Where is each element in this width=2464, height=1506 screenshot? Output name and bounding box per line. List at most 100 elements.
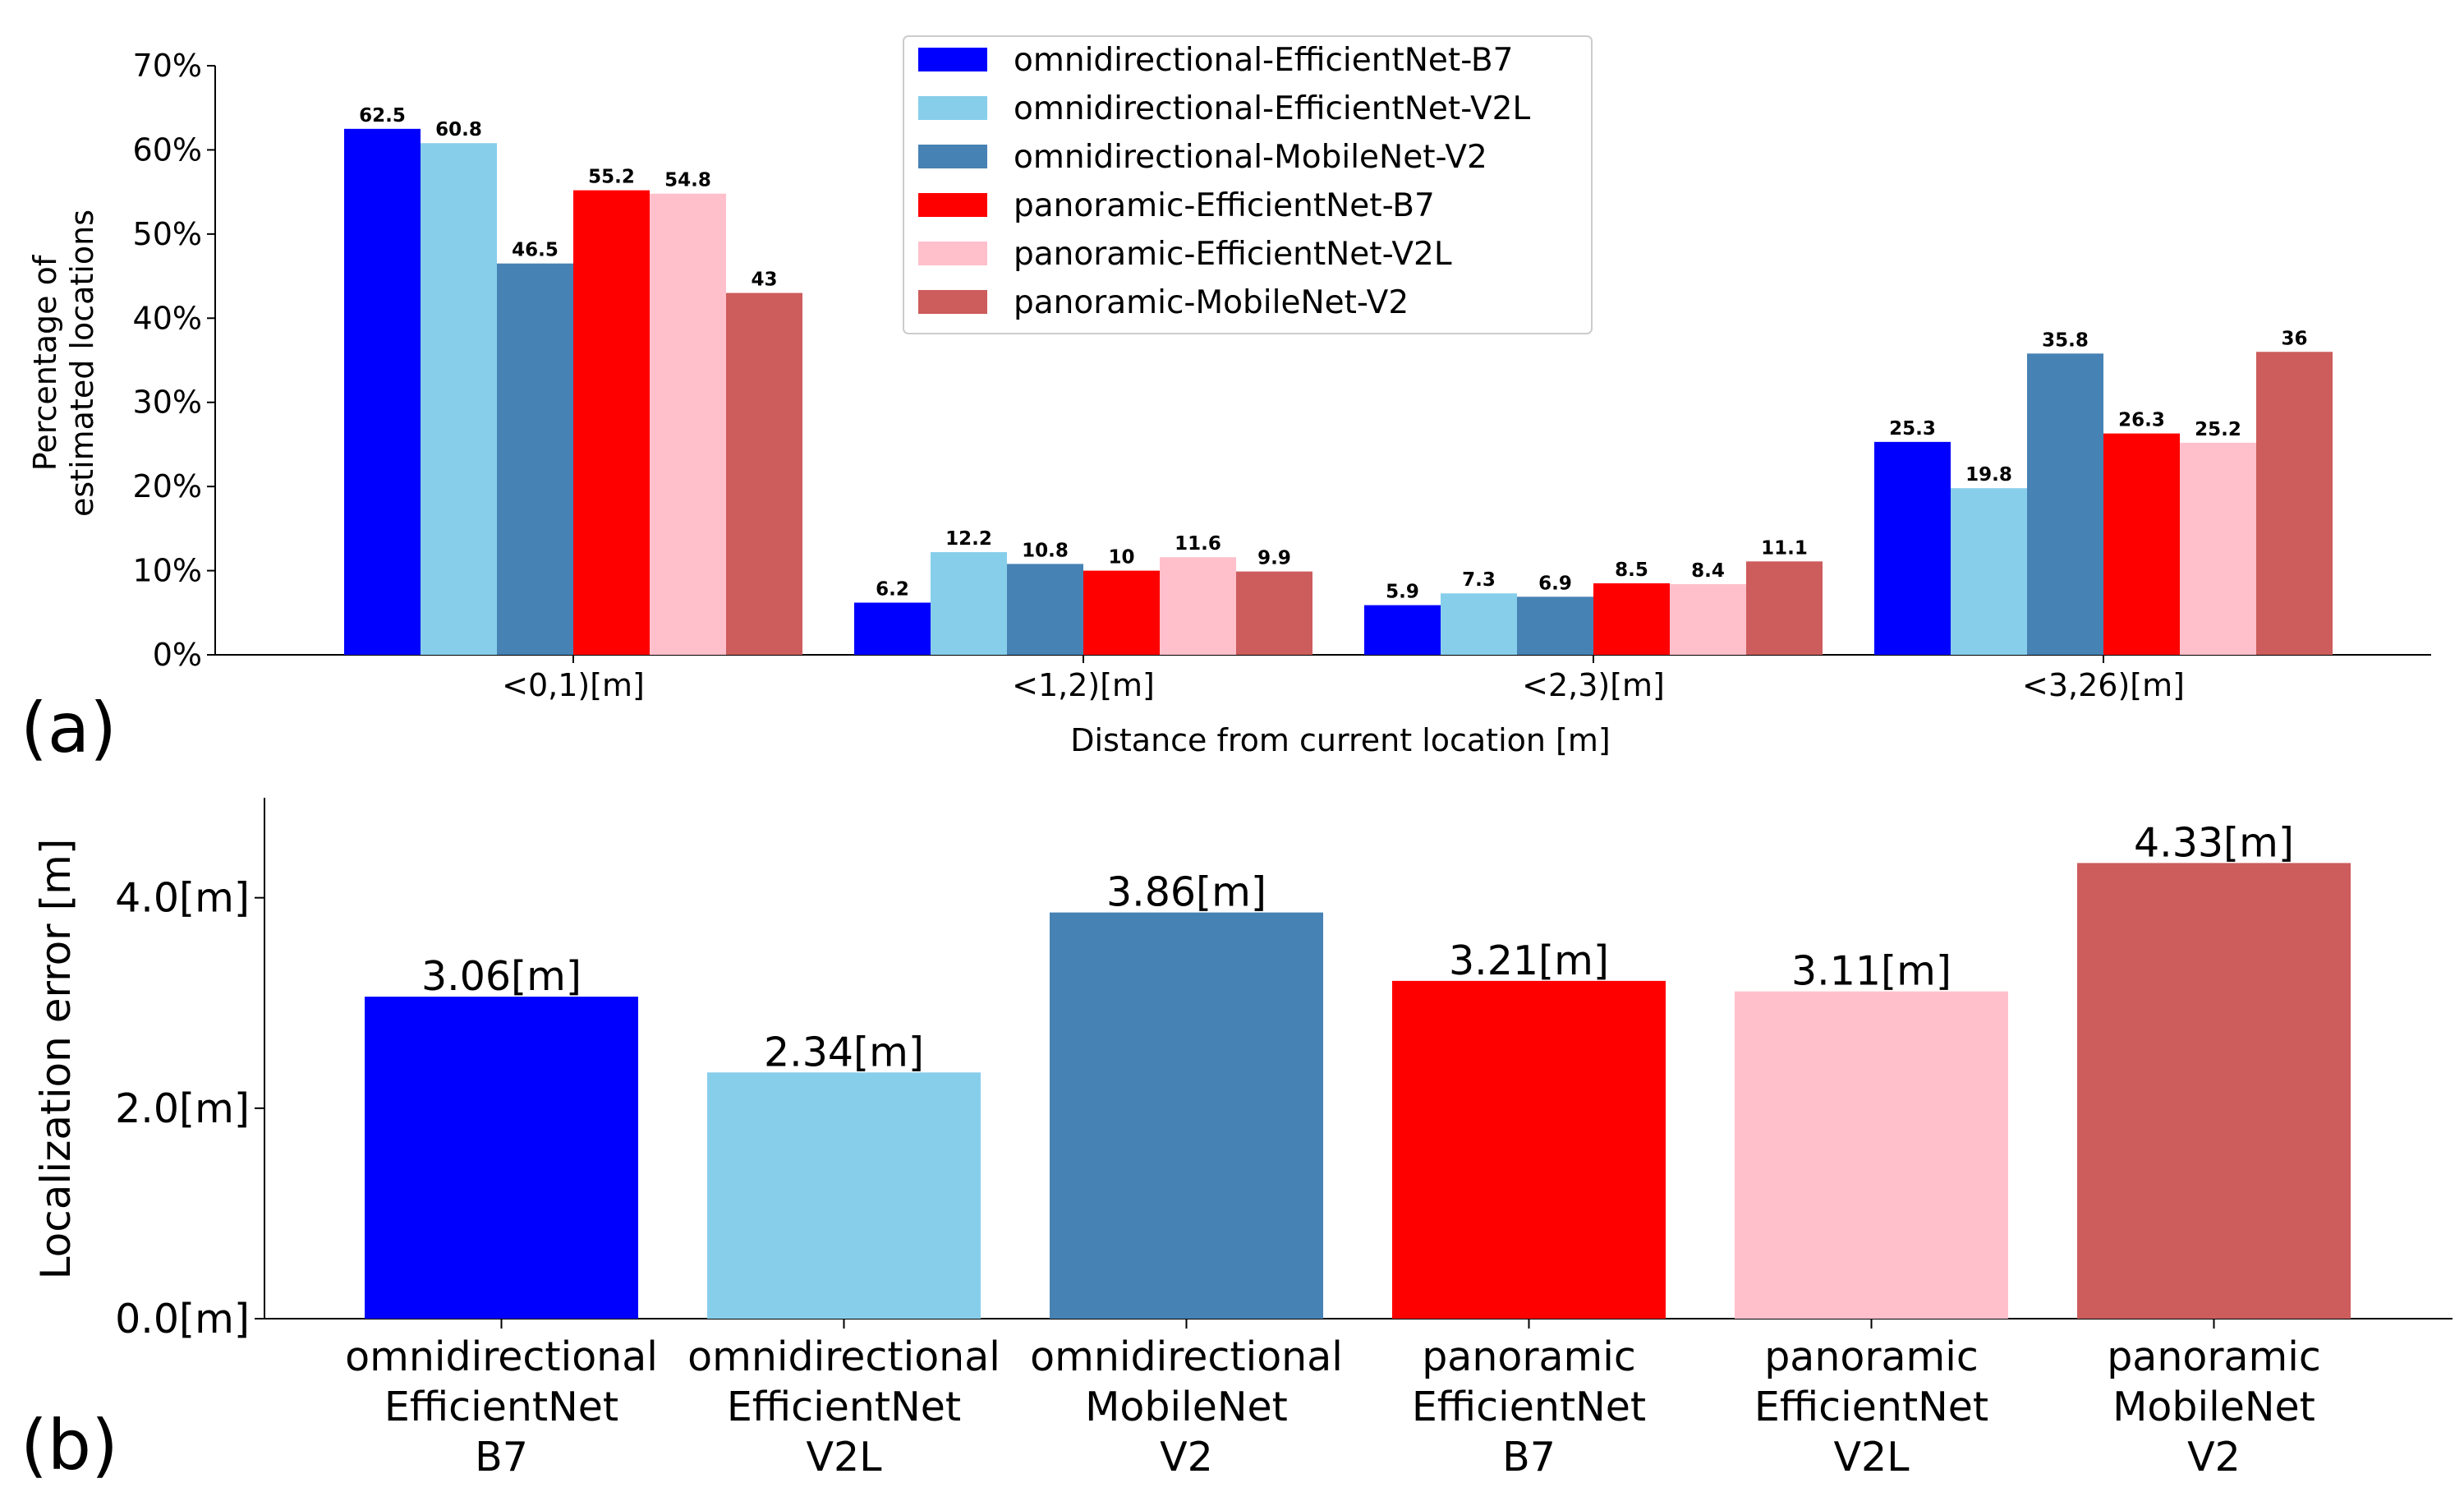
legend-swatch [918, 193, 987, 217]
panel-b-x-tick-label: panoramic [1422, 1333, 1636, 1380]
panel-b-x-tick-label: EfficientNet [1412, 1384, 1646, 1430]
panel-a-bar-value-label: 10.8 [1022, 540, 1069, 561]
panel-a-bar [573, 190, 650, 655]
panel-a-bar-value-label: 6.9 [1538, 573, 1572, 594]
panel-a-bar-value-label: 46.5 [512, 240, 559, 261]
panel-b-x-tick-label: omnidirectional [1030, 1333, 1343, 1380]
panel-a-y-ticks: 0% 10% 20% 30% 40% 50% 60% 70% [133, 48, 215, 673]
panel-b-x-tick-label: omnidirectional [345, 1333, 658, 1380]
panel-b-x-tick-label: V2L [807, 1434, 883, 1481]
panel-a-bar-value-label: 12.2 [945, 528, 992, 550]
panel-a-data-labels: 62.5 60.8 46.5 55.2 54.8 43 6.2 12.2 10.8 10 11.6 9… [359, 105, 2307, 603]
panel-b-x-tick-label: V2L [1834, 1434, 1910, 1481]
panel-b-bar-value-label: 3.21[m] [1449, 937, 1609, 984]
panel-a-bar-value-label: 25.2 [2195, 419, 2241, 440]
panel-a-bar-value-label: 55.2 [588, 167, 635, 188]
panel-b-y-tick-label: 4.0[m] [115, 875, 250, 922]
panel-b-x-tick-label: V2 [1160, 1434, 1213, 1481]
legend-box [903, 35, 1593, 334]
panel-a-bar [1441, 593, 1517, 655]
panel-a-bar-value-label: 26.3 [2118, 410, 2165, 431]
panel-b-x-tick-label: B7 [475, 1434, 528, 1481]
panel-a-bars [344, 128, 2333, 656]
panel-a-bar [497, 263, 573, 655]
panel-a-bar-value-label: 9.9 [1257, 548, 1291, 569]
panel-b-x-tick-label: EfficientNet [727, 1384, 961, 1430]
panel-b-y-ticks: 0.0[m] 2.0[m] 4.0[m] [115, 875, 264, 1343]
legend-swatch [918, 145, 987, 168]
panel-a-bar [1160, 557, 1236, 655]
panel-a-y-tick-label: 30% [133, 385, 202, 421]
panel-a-bar [2027, 353, 2103, 655]
panel-a-bar [726, 292, 802, 655]
panel-a-bar-value-label: 11.1 [1761, 537, 1808, 559]
panel-a-y-tick-label: 20% [133, 468, 202, 504]
panel-a-bar [344, 128, 421, 656]
panel-a-legend: omnidirectional-EfficientNet-B7 omnidirec… [903, 35, 1593, 334]
panel-a-bar-value-label: 35.8 [2042, 329, 2089, 351]
panel-a-bar-value-label: 8.5 [1615, 560, 1648, 581]
panel-b-bars [365, 863, 2351, 1319]
legend-entry-label: omnidirectional-EfficientNet-B7 [1014, 42, 1513, 79]
panel-a-x-tick-label: <1,2)[m] [1012, 667, 1155, 703]
panel-b-bar [707, 1072, 981, 1319]
panel-b-x-tick-label: MobileNet [2112, 1384, 2315, 1430]
panel-a-y-tick-label: 40% [133, 300, 202, 336]
legend-swatch [918, 242, 987, 265]
panel-b-bar-value-label: 4.33[m] [2134, 819, 2294, 866]
panel-a-label: (a) [21, 688, 117, 768]
panel-b-y-tick-label: 0.0[m] [115, 1296, 250, 1343]
panel-b-bar-value-label: 3.86[m] [1106, 869, 1266, 916]
panel-a-bar-value-label: 11.6 [1175, 533, 1221, 555]
panel-b-bar [1392, 980, 1666, 1319]
panel-b-bar-value-label: 3.06[m] [421, 953, 582, 1000]
panel-a-y-axis-title-line2: estimated locations [64, 210, 100, 517]
panel-a-bar [2103, 433, 2180, 655]
panel-a-bar [931, 552, 1007, 655]
panel-a-bar [650, 193, 726, 656]
panel-a-x-ticks: <0,1)[m] <1,2)[m] <2,3)[m] <3,26)[m] [502, 655, 2185, 703]
panel-a-bar-value-label: 54.8 [664, 170, 711, 191]
panel-a-bar-value-label: 10 [1108, 547, 1134, 569]
panel-a-y-tick-label: 70% [133, 48, 202, 84]
panel-b-bar [1735, 991, 2008, 1319]
panel-a-bar-value-label: 19.8 [1965, 464, 2012, 486]
panel-a-x-tick-label: <0,1)[m] [502, 667, 645, 703]
panel-b-bar-value-label: 3.11[m] [1791, 948, 1951, 995]
panel-a-bar [1007, 564, 1083, 655]
panel-b-bar-value-label: 2.34[m] [764, 1029, 924, 1075]
panel-b-x-tick-label: V2 [2187, 1434, 2241, 1481]
panel-b-data-labels: 3.06[m] 2.34[m] 3.86[m] 3.21[m] 3.11[m] 4.33[… [421, 819, 2294, 1075]
panel-b-x-tick-label: panoramic [1764, 1333, 1979, 1380]
panel-a-bar-value-label: 43 [751, 269, 777, 291]
panel-a-bar [1874, 441, 1951, 655]
panel-a-x-tick-label: <3,26)[m] [2022, 667, 2185, 703]
panel-b-bar [1050, 912, 1323, 1319]
legend-entry-label: panoramic-EfficientNet-B7 [1014, 187, 1435, 224]
panel-a-x-tick-label: <2,3)[m] [1522, 667, 1665, 703]
panel-a-bar [1517, 596, 1593, 655]
panel-b-x-tick-label: EfficientNet [384, 1384, 618, 1430]
panel-a-y-axis-title-line1: Percentage of [27, 254, 63, 471]
panel-a-bar [1593, 583, 1670, 655]
panel-a-y-tick-label: 50% [133, 216, 202, 252]
panel-a-y-tick-label: 0% [153, 637, 202, 673]
panel-a-bar [2180, 442, 2256, 655]
panel-a-chart: 62.5 60.8 46.5 55.2 54.8 43 6.2 12.2 10.8 10 11.6 9… [27, 35, 2431, 758]
panel-b-x-tick-label: panoramic [2107, 1333, 2321, 1380]
panel-a-bar-value-label: 5.9 [1386, 582, 1419, 603]
panel-a-x-axis-title: Distance from current location [m] [1070, 722, 1610, 758]
panel-a-bar [1364, 605, 1441, 655]
panel-b-bar [365, 997, 638, 1319]
legend-swatch [918, 290, 987, 314]
legend-swatch [918, 96, 987, 120]
panel-a-y-tick-label: 60% [133, 131, 202, 168]
panel-b-x-tick-label: MobileNet [1085, 1384, 1288, 1430]
panel-a-bar-value-label: 36 [2281, 328, 2307, 349]
panel-b-x-tick-label: B7 [1502, 1434, 1556, 1481]
panel-a-bar [1236, 571, 1312, 655]
panel-a-bar-value-label: 8.4 [1691, 560, 1725, 582]
panel-a-bar [2256, 352, 2333, 655]
panel-b-label: (b) [21, 1405, 118, 1485]
